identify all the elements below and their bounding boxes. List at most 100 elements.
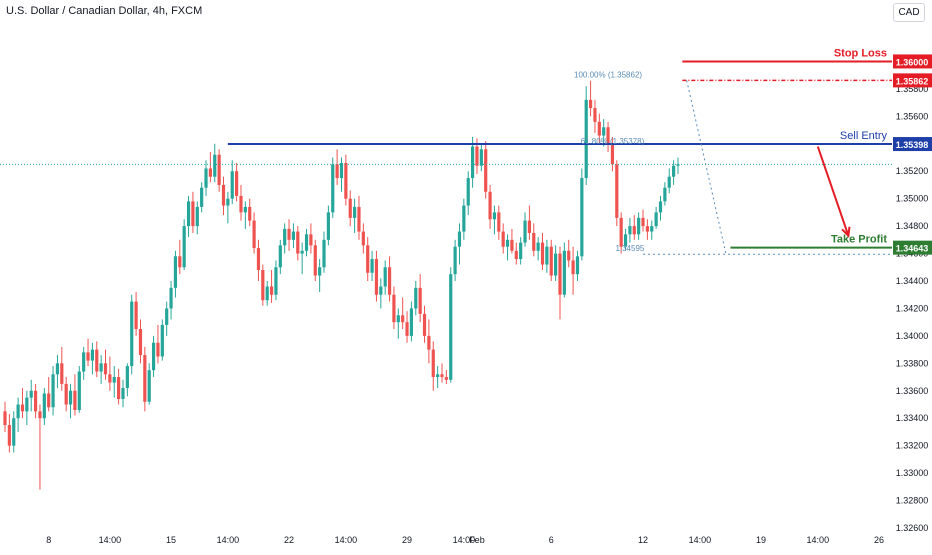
y-tick-label: 1.35800 xyxy=(896,84,929,94)
candle-down xyxy=(588,99,593,109)
candle-up xyxy=(331,164,335,213)
candle-up xyxy=(470,146,475,179)
x-tick-label: 22 xyxy=(284,535,294,545)
candle-up xyxy=(130,301,134,367)
price-badges-layer: 1.36000 1.35862 1.35398 1.34643 xyxy=(893,54,932,255)
candle-up xyxy=(414,287,418,309)
candle-down xyxy=(475,146,479,166)
candle-up xyxy=(462,205,466,232)
candle-down xyxy=(261,270,265,301)
candle-down xyxy=(335,164,339,179)
candle-up xyxy=(663,187,667,202)
candle-up xyxy=(318,267,322,276)
candle-down xyxy=(357,206,361,232)
candle-down xyxy=(510,239,514,251)
x-tick-label: 14:00 xyxy=(217,535,240,545)
candle-up xyxy=(479,149,483,166)
candle-down xyxy=(348,198,352,218)
candles-layer xyxy=(0,80,892,490)
candle-up xyxy=(29,390,33,398)
candle-up xyxy=(173,256,178,288)
candle-up xyxy=(505,239,510,247)
candle-up xyxy=(243,206,247,213)
candle-down xyxy=(208,168,212,177)
candle-up xyxy=(99,363,103,372)
x-tick-label: 14:00 xyxy=(453,535,476,545)
candle-up xyxy=(628,226,632,235)
candle-up xyxy=(213,154,217,177)
candle-down xyxy=(256,248,261,271)
candle-down xyxy=(64,383,68,405)
price-badge-stop: 1.36000 xyxy=(896,57,929,67)
candle-up xyxy=(147,370,151,402)
candle-down xyxy=(615,164,619,218)
candle-up xyxy=(676,164,680,166)
candle-up xyxy=(409,308,414,336)
candle-down xyxy=(514,250,518,260)
candle-down xyxy=(597,121,601,136)
price-badge-bg xyxy=(893,54,932,69)
candle-down xyxy=(60,363,64,384)
candle-up xyxy=(545,246,549,265)
candle-up xyxy=(291,231,296,240)
y-tick-label: 1.34000 xyxy=(896,331,929,341)
fib-label: 100.00% (1.35862) xyxy=(574,70,642,79)
candle-up xyxy=(457,231,462,247)
x-tick-label: 6 xyxy=(549,535,554,545)
candle-up xyxy=(654,212,658,227)
candle-up xyxy=(16,404,20,419)
candle-down xyxy=(392,294,396,323)
candle-down xyxy=(313,245,317,276)
y-tick-label: 1.34400 xyxy=(896,276,929,286)
candle-down xyxy=(593,108,597,122)
candle-up xyxy=(51,374,55,408)
candle-down xyxy=(138,329,143,356)
candle-up xyxy=(562,250,566,295)
candle-down xyxy=(269,286,274,295)
x-tick-label: 29 xyxy=(402,535,412,545)
projection-arrow-shaft xyxy=(816,146,850,237)
fib-labels-layer: 100.00% (1.35862) 61.80% (1.35378) 1.34595 xyxy=(574,70,892,255)
level-label-stop: Stop Loss xyxy=(834,47,887,59)
candle-down xyxy=(38,411,42,419)
x-tick-label: 14:00 xyxy=(335,535,358,545)
candle-up xyxy=(339,162,344,179)
candle-up xyxy=(575,256,580,275)
levels-layer: Stop Loss Sell Entry Take Profit xyxy=(227,47,892,249)
candle-down xyxy=(33,390,38,412)
candle-up xyxy=(326,212,330,240)
candle-up xyxy=(165,308,169,325)
price-badge-tp: 1.34643 xyxy=(896,244,929,254)
y-tick-label: 1.33200 xyxy=(896,441,929,451)
candle-up xyxy=(226,198,230,206)
candle-up xyxy=(77,371,81,410)
candle-down xyxy=(571,260,575,275)
candle-up xyxy=(602,127,606,136)
candle-down xyxy=(134,301,138,330)
x-tick-label: 26 xyxy=(874,535,884,545)
price-badge-stop: 1.35862 xyxy=(896,76,929,86)
x-tick-label: 19 xyxy=(756,535,766,545)
candle-down xyxy=(540,242,545,265)
candle-down xyxy=(361,231,365,246)
projection-arrow-head xyxy=(841,226,851,238)
candle-down xyxy=(108,374,112,383)
candle-up xyxy=(230,171,234,199)
level-label-entry: Sell Entry xyxy=(840,130,888,142)
level-label-tp: Take Profit xyxy=(831,234,887,246)
x-tick-label: Feb xyxy=(469,535,485,545)
candle-down xyxy=(235,171,239,196)
candle-down xyxy=(527,220,531,233)
x-tick-label: 14:00 xyxy=(99,535,122,545)
candle-down xyxy=(252,220,256,249)
currency-button[interactable]: CAD xyxy=(893,3,925,22)
candle-down xyxy=(156,342,160,357)
y-tick-label: 1.34800 xyxy=(896,221,929,231)
candle-down xyxy=(484,149,488,192)
candle-up xyxy=(204,168,208,188)
candle-up xyxy=(322,239,326,268)
candle-down xyxy=(440,374,444,378)
